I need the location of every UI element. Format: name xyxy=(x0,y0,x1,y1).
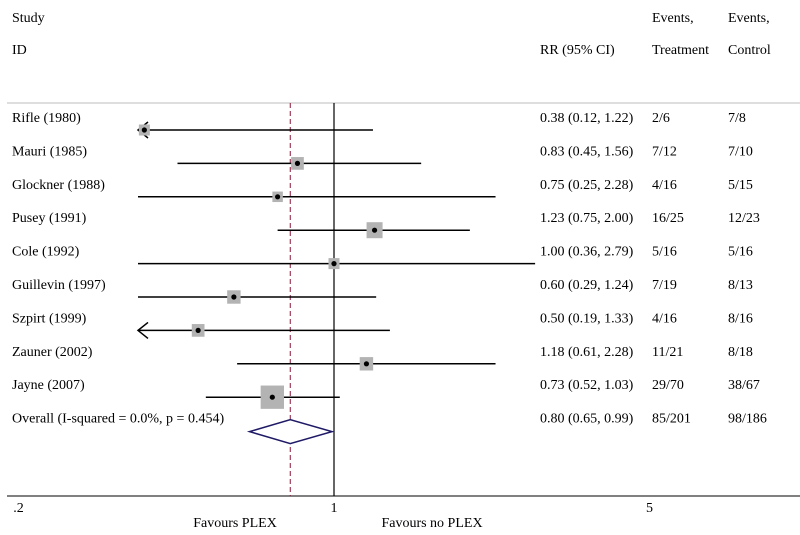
point-estimate xyxy=(231,294,237,300)
x-axis-labels: Favours PLEX Favours no PLEX xyxy=(193,516,482,531)
study-events-treatment: 7/12 xyxy=(652,144,677,159)
study-label: Guillevin (1997) xyxy=(12,278,106,293)
overall-diamond xyxy=(246,418,335,445)
study-events-treatment: 11/21 xyxy=(652,345,683,360)
study-events-control: 8/18 xyxy=(728,345,753,360)
study-rr-ci: 0.83 (0.45, 1.56) xyxy=(540,144,634,159)
study-label: Rifle (1980) xyxy=(12,111,81,126)
study-rr-ci: 0.73 (0.52, 1.03) xyxy=(540,378,634,393)
header-treatment: Treatment xyxy=(652,43,709,58)
study-rr-ci: 0.75 (0.25, 2.28) xyxy=(540,178,634,193)
study-events-control: 7/8 xyxy=(728,111,746,126)
point-estimate xyxy=(195,327,201,333)
study-events-control: 12/23 xyxy=(728,211,760,226)
point-estimate xyxy=(371,227,378,233)
study-events-control: 7/10 xyxy=(728,144,753,159)
study-rr-ci: 0.38 (0.12, 1.22) xyxy=(540,111,634,126)
header-rr: RR (95% CI) xyxy=(540,43,615,58)
study-rr-ci: 1.00 (0.36, 2.79) xyxy=(540,245,634,260)
truncation-arrow xyxy=(136,321,149,339)
study-label: Glockner (1988) xyxy=(12,178,105,193)
study-events-treatment: 5/16 xyxy=(652,245,677,260)
study-rr-ci: 0.60 (0.29, 1.24) xyxy=(540,278,634,293)
study-events-control: 5/15 xyxy=(728,178,753,193)
overall-events-control: 98/186 xyxy=(728,412,767,427)
overall-rr-ci: 0.80 (0.65, 0.99) xyxy=(540,412,634,427)
header-study: Study xyxy=(12,11,45,26)
favours-no-plex-label: Favours no PLEX xyxy=(381,516,482,531)
study-events-treatment: 7/19 xyxy=(652,278,677,293)
study-label: Szpirt (1999) xyxy=(12,311,87,326)
x-tick-label: 1 xyxy=(331,501,338,516)
study-rr-ci: 1.23 (0.75, 2.00) xyxy=(540,211,634,226)
point-estimate xyxy=(331,261,337,267)
column-headers: Study ID RR (95% CI) Events, Treatment E… xyxy=(12,11,771,58)
study-events-control: 5/16 xyxy=(728,245,753,260)
study-events-treatment: 2/6 xyxy=(652,111,670,126)
overall-label: Overall (I-squared = 0.0%, p = 0.454) xyxy=(12,412,224,427)
point-estimate xyxy=(294,160,301,166)
header-id: ID xyxy=(12,43,27,58)
study-events-treatment: 16/25 xyxy=(652,211,684,226)
study-events-treatment: 4/16 xyxy=(652,178,677,193)
study-label: Jayne (2007) xyxy=(12,378,85,393)
study-events-treatment: 4/16 xyxy=(652,311,677,326)
header-control: Control xyxy=(728,43,771,58)
study-events-control: 8/16 xyxy=(728,311,753,326)
point-estimate xyxy=(275,194,281,200)
x-tick-label: .2 xyxy=(13,501,24,516)
study-label: Cole (1992) xyxy=(12,245,80,260)
x-tick-label: 5 xyxy=(646,501,653,516)
study-events-control: 8/13 xyxy=(728,278,753,293)
point-estimate xyxy=(363,361,370,367)
study-events-control: 38/67 xyxy=(728,378,760,393)
study-label: Pusey (1991) xyxy=(12,211,87,226)
favours-plex-label: Favours PLEX xyxy=(193,516,277,531)
plot-layer: .2 1 5 Rifle (1980) 0.38 (0.12, 1.22) 2/6 7/8 M… xyxy=(12,103,767,516)
study-rr-ci: 0.50 (0.19, 1.33) xyxy=(540,311,634,326)
study-events-treatment: 29/70 xyxy=(652,378,684,393)
point-estimate xyxy=(269,394,275,400)
study-label: Zauner (2002) xyxy=(12,345,93,360)
study-rr-ci: 1.18 (0.61, 2.28) xyxy=(540,345,634,360)
study-label: Mauri (1985) xyxy=(12,144,87,159)
point-estimate xyxy=(141,127,147,133)
header-events-treatment: Events, xyxy=(652,11,694,26)
header-events-control: Events, xyxy=(728,11,770,26)
overall-events-treatment: 85/201 xyxy=(652,412,691,427)
